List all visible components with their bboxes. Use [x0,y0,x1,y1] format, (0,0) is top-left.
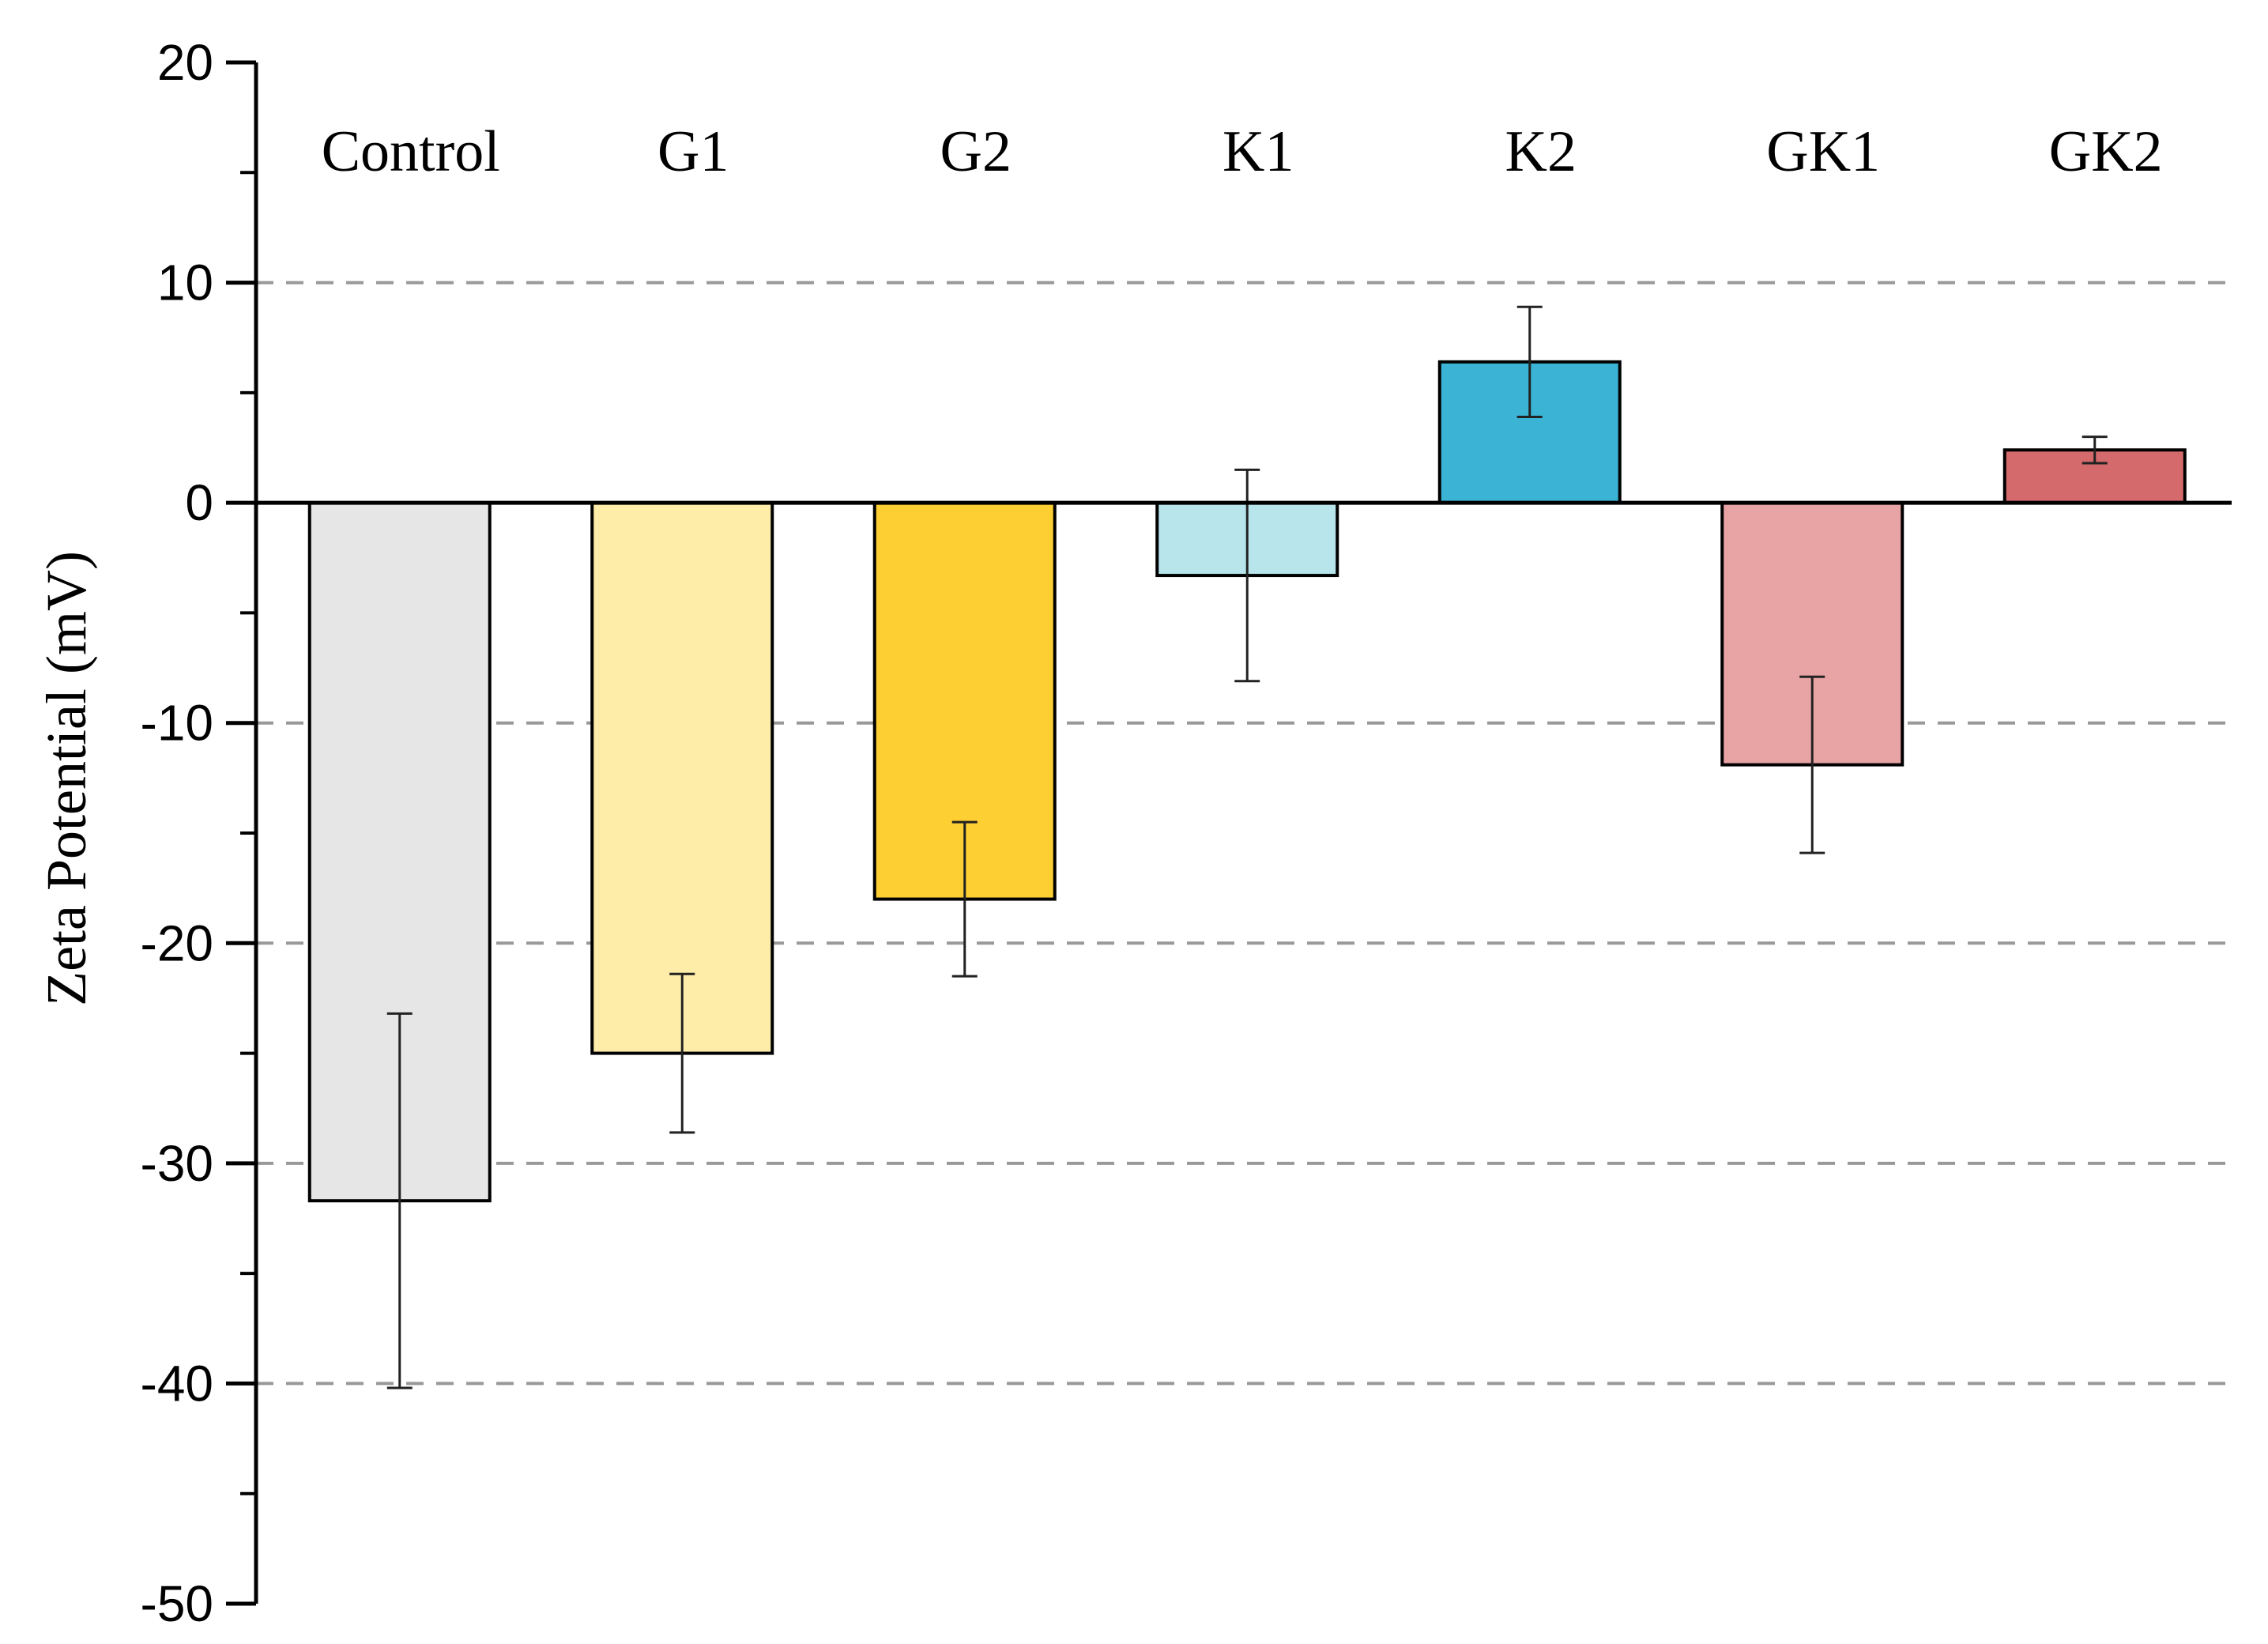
error-bar-g2 [951,820,978,978]
error-bar-gk1 [1799,675,1825,854]
error-bar-k2 [1516,305,1543,418]
category-label-gk1: GK1 [1766,119,1880,184]
error-bar-gk2 [2082,436,2108,465]
bar-g1 [590,501,774,1055]
error-bar-layer [386,305,2108,1389]
category-label-g2: G2 [940,119,1012,184]
category-label-k1: K1 [1223,119,1294,184]
y-tick-label: 20 [157,34,213,91]
y-tick-label: -50 [141,1575,214,1632]
category-label-k2: K2 [1505,119,1577,184]
category-label-g1: G1 [657,119,729,184]
error-bar-control [386,1012,413,1389]
error-bar-g1 [669,972,695,1134]
y-tick-label: -40 [141,1355,214,1412]
error-bar-k1 [1234,468,1260,683]
y-tick-label: -20 [141,914,214,971]
y-tick-label: 0 [185,474,213,531]
category-label-layer: Control G1 G2 K1 K2 GK1 GK2 [322,119,2163,184]
y-tick-label: -30 [141,1135,214,1192]
grid-layer [256,281,2232,1386]
y-tick-label: 10 [157,255,213,311]
category-label-gk2: GK2 [2049,119,2163,184]
y-axis-title: Zeta Potential (mV) [35,551,98,1006]
axis-layer: 20 10 0 -10 -20 -30 -40 -50 [141,34,2232,1632]
category-label-control: Control [322,119,500,184]
y-tick-label: -10 [141,695,214,752]
